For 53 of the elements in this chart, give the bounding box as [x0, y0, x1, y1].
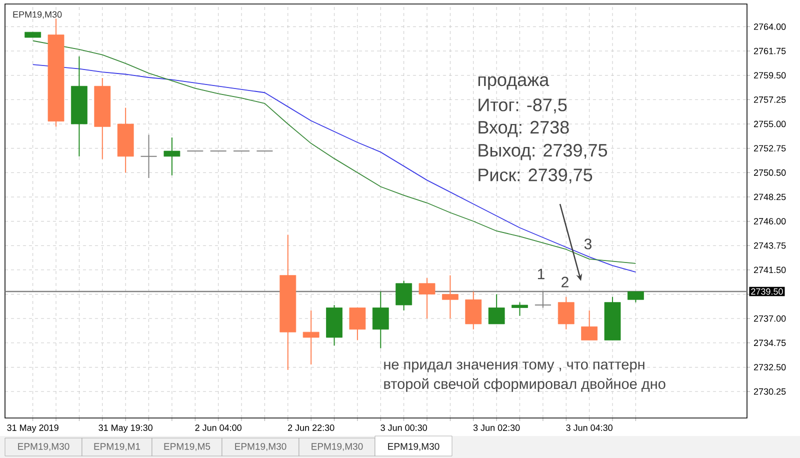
- candlestick: [628, 291, 644, 303]
- candlestick: [349, 307, 366, 341]
- annotation: Итог: -87,5: [478, 98, 567, 114]
- x-tick-label: 2 Jun 04:00: [195, 424, 242, 431]
- y-tick-label: 2732.50: [754, 364, 786, 370]
- text: EPM19,M30: [13, 11, 62, 19]
- annotation: 2: [562, 276, 568, 288]
- y-tick-label: 2734.75: [754, 340, 786, 346]
- y-tick-label: 2748.25: [754, 194, 786, 200]
- text: EPM19,M5: [164, 443, 210, 451]
- y-tick-label: 2746.00: [754, 218, 786, 224]
- annotation: продажа: [478, 76, 550, 90]
- candlestick: [488, 294, 505, 324]
- x-tick-label: 3 Jun 04:30: [566, 424, 612, 431]
- ref-line-label: 2739.50: [751, 288, 783, 295]
- y-tick-label: 2730.25: [754, 388, 786, 395]
- candlestick: [581, 310, 598, 341]
- y-tick-label: 2757.25: [754, 96, 786, 103]
- x-tick-label: 3 Jun 00:30: [380, 424, 427, 431]
- y-tick-label: 2764.00: [754, 24, 786, 30]
- x-tick-label: 3 Jun 02:30: [473, 424, 520, 431]
- y-tick-label: 2741.50: [754, 266, 786, 274]
- y-tick-label: 2743.75: [754, 242, 786, 249]
- annotation: 1: [538, 268, 544, 280]
- candlestick: [372, 291, 389, 349]
- y-tick-label: 2752.75: [754, 145, 786, 152]
- text: EPM19,M30: [388, 443, 440, 451]
- y-tick-label: 2750.50: [754, 169, 786, 176]
- candlestick: [418, 278, 436, 320]
- candlestick: [140, 134, 158, 179]
- annotation: Вход: 2738: [478, 120, 569, 138]
- annotation: не придал значения тому , что паттерн: [384, 362, 644, 372]
- candlestick: [396, 280, 412, 311]
- annotation: Риск: 2739,75: [478, 168, 592, 184]
- candlestick: [442, 274, 458, 320]
- candlestick: [512, 302, 528, 316]
- y-tick-label: 2755.00: [754, 120, 786, 128]
- text: EPM19,M1: [94, 443, 140, 451]
- text: EPM19,M30: [18, 443, 70, 451]
- candlestick: [164, 136, 180, 176]
- candlestick: [558, 296, 574, 330]
- annotation: 3: [584, 238, 592, 250]
- x-tick-label: 31 May 19:30: [98, 424, 152, 433]
- y-tick-label: 2759.50: [754, 72, 786, 79]
- y-tick-label: 2761.75: [754, 48, 786, 54]
- candlestick: [302, 310, 320, 365]
- y-tick-label: 2737.00: [754, 315, 786, 322]
- annotation: Выход: 2739,75: [478, 144, 608, 160]
- annotation: второй свечой сформировал двойное дно: [384, 378, 666, 392]
- text: EPM19,M30: [312, 443, 363, 451]
- x-tick-label: 2 Jun 22:30: [288, 424, 334, 431]
- x-tick-label: 31 May 2019: [7, 424, 58, 433]
- text: EPM19,M30: [235, 443, 286, 451]
